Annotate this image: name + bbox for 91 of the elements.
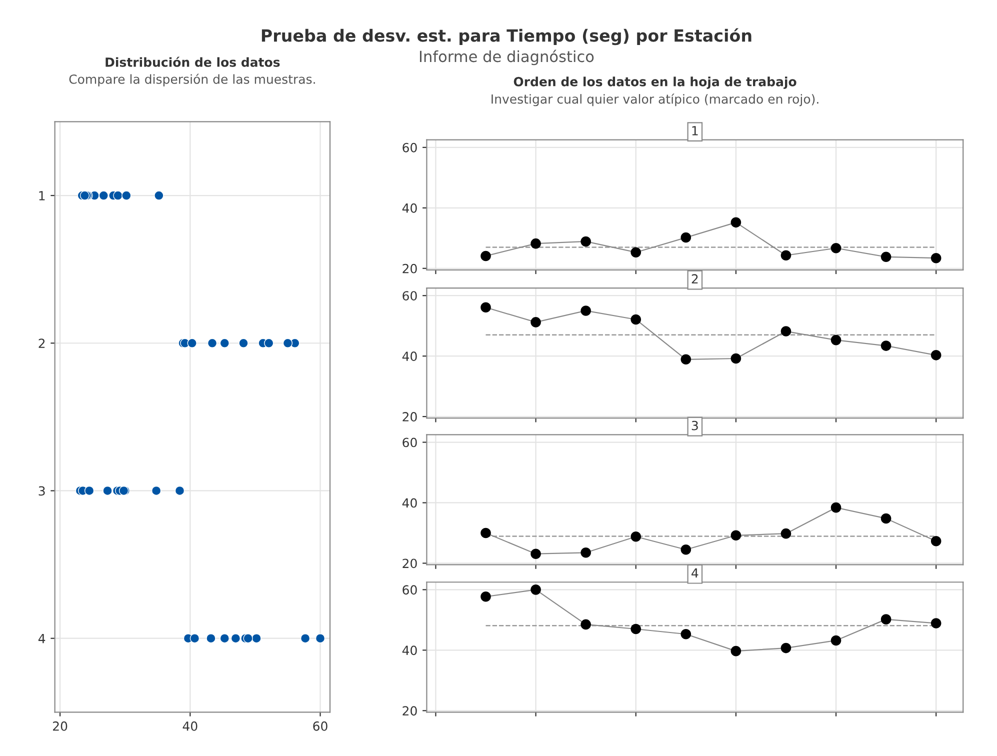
point — [206, 633, 216, 644]
point — [98, 190, 108, 200]
text: Informe de diagnóstico — [420, 50, 594, 66]
point — [154, 190, 164, 200]
point — [830, 502, 842, 513]
y-tick-label: 2 — [38, 338, 45, 348]
point — [730, 530, 742, 541]
text: Prueba de desv. est. para Tiempo (seg) por Estación — [262, 28, 752, 46]
point — [630, 531, 642, 542]
x-tick-label: 60 — [313, 721, 328, 731]
point — [830, 635, 842, 646]
point — [880, 614, 892, 624]
point — [190, 633, 200, 644]
point — [680, 354, 692, 365]
point — [243, 633, 253, 644]
point — [930, 252, 942, 264]
point — [580, 547, 591, 558]
point — [102, 486, 112, 496]
chart-title: 3 — [692, 420, 698, 430]
point — [580, 306, 591, 316]
point — [84, 486, 94, 496]
point — [252, 633, 262, 644]
chart-title: 1 — [692, 126, 698, 136]
point — [315, 633, 326, 644]
y-tick-label: 4 — [38, 634, 46, 644]
point — [730, 353, 742, 364]
point — [580, 236, 591, 247]
y-tick-label: 40 — [402, 646, 417, 656]
point — [580, 619, 591, 630]
point — [480, 302, 491, 313]
point — [730, 646, 742, 656]
y-tick-label: 3 — [38, 486, 45, 496]
y-tick-label: 60 — [402, 291, 417, 301]
point — [238, 338, 248, 348]
point — [780, 326, 792, 336]
point — [880, 513, 892, 524]
y-tick-label: 20 — [402, 412, 417, 422]
point — [930, 350, 942, 360]
chart-title: Distribución de los datos — [106, 56, 280, 67]
point — [480, 250, 491, 262]
point — [680, 544, 692, 555]
point — [930, 536, 942, 546]
point — [530, 584, 541, 595]
y-tick-label: 40 — [402, 203, 417, 213]
point — [220, 633, 230, 644]
chart-title: 2 — [692, 274, 698, 284]
point — [187, 338, 197, 348]
point — [780, 250, 792, 261]
point — [300, 633, 310, 644]
point — [680, 232, 692, 243]
point — [830, 334, 842, 346]
point — [530, 548, 541, 559]
x-tick-label: 40 — [182, 721, 198, 731]
point — [151, 486, 162, 496]
y-tick-label: 20 — [402, 706, 417, 716]
point — [730, 217, 742, 228]
text: Orden de los datos en la hoja de trabajo — [514, 76, 796, 89]
point — [122, 190, 132, 200]
y-tick-label: 1 — [39, 191, 45, 200]
y-tick-label: 60 — [402, 585, 417, 595]
point — [113, 190, 123, 200]
point — [880, 340, 892, 351]
point — [174, 486, 185, 496]
point — [780, 528, 792, 539]
x-tick-label: 20 — [53, 721, 68, 731]
point — [480, 528, 491, 538]
point — [630, 314, 642, 325]
point — [264, 338, 274, 348]
point — [880, 252, 892, 262]
y-tick-label: 20 — [402, 264, 417, 274]
point — [630, 624, 642, 634]
point — [530, 317, 541, 328]
point — [780, 642, 792, 654]
y-tick-label: 60 — [402, 438, 417, 448]
point — [830, 242, 842, 254]
chart-subtitle: Compare la dispersión de las muestras. — [69, 74, 315, 86]
point — [930, 618, 942, 628]
point — [220, 338, 230, 348]
point — [680, 628, 692, 640]
point — [530, 238, 541, 249]
text: Investigar cual quier valor atípico (marcado en rojo). — [492, 94, 818, 106]
point — [207, 338, 218, 348]
y-tick-label: 40 — [402, 498, 417, 508]
y-tick-label: 20 — [402, 558, 417, 568]
y-tick-label: 40 — [402, 352, 417, 362]
y-tick-label: 60 — [402, 142, 417, 152]
point — [282, 338, 293, 348]
point — [230, 633, 241, 644]
point — [480, 591, 491, 602]
chart-title: 4 — [692, 568, 698, 578]
point — [630, 247, 642, 258]
